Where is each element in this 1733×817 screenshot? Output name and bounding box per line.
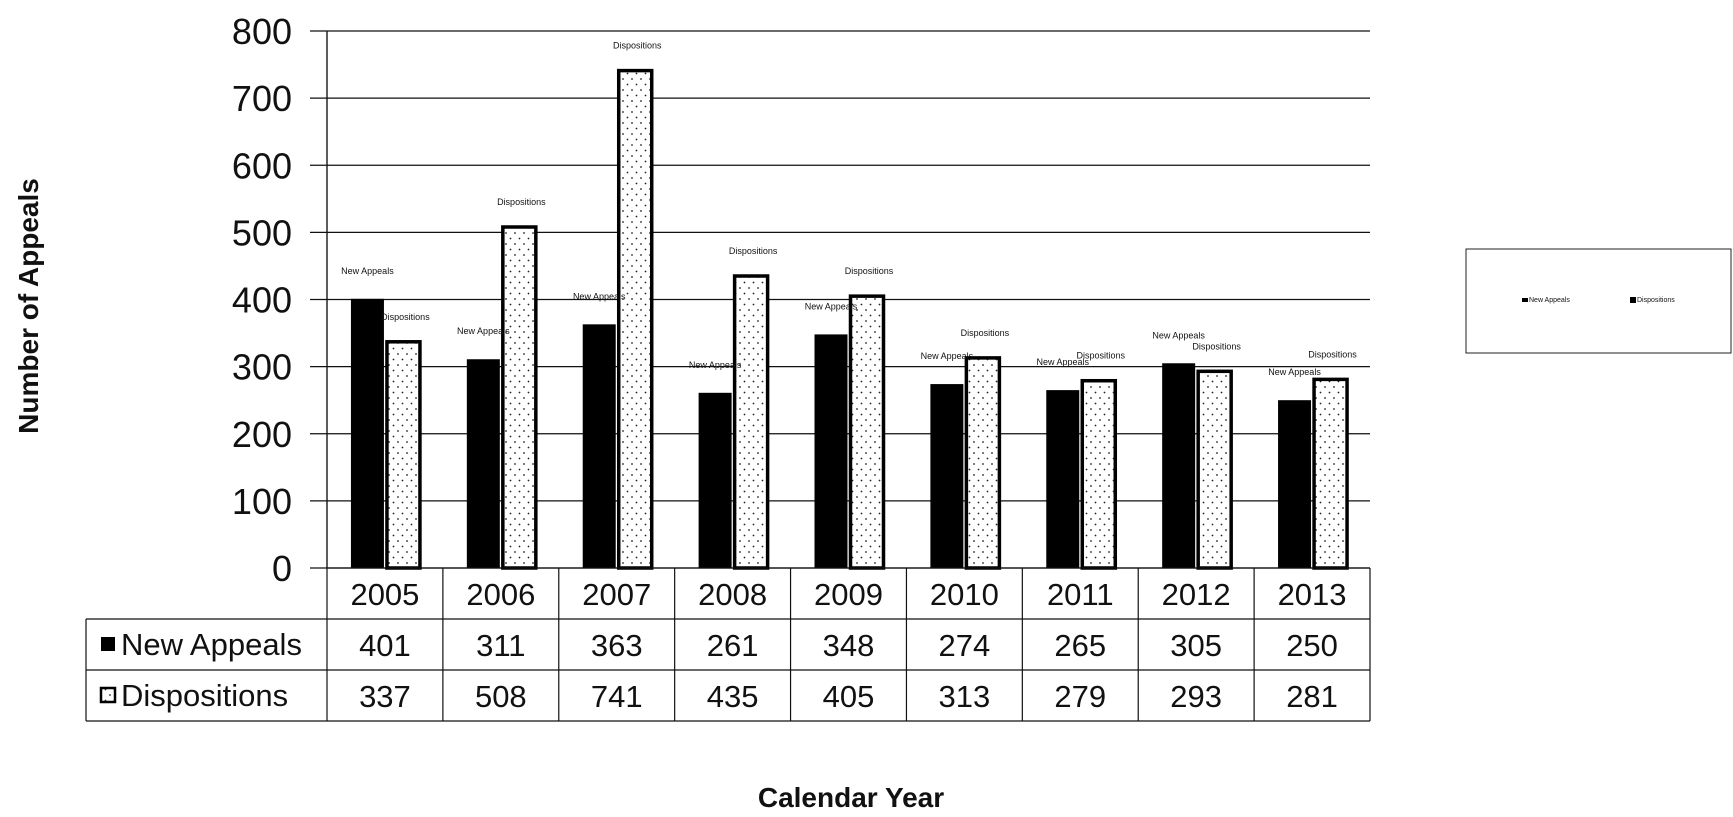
table-row-label: Dispositions	[121, 678, 288, 713]
data-label-new-appeals: New Appeals	[1152, 330, 1205, 340]
data-label-dispositions: Dispositions	[1192, 341, 1241, 351]
x-tick-label: 2005	[350, 577, 419, 612]
table-cell: 279	[1054, 679, 1106, 714]
legend-label-new-appeals: New Appeals	[1529, 297, 1570, 304]
x-tick-label: 2013	[1278, 577, 1347, 612]
data-label-dispositions: Dispositions	[1308, 349, 1357, 359]
y-tick-label: 600	[232, 145, 292, 186]
data-label-dispositions: Dispositions	[961, 328, 1010, 338]
data-label-new-appeals: New Appeals	[457, 326, 510, 336]
bar-dispositions	[1314, 379, 1347, 568]
legend-box	[1466, 249, 1731, 353]
table-cell: 741	[591, 679, 643, 714]
bar-dispositions	[503, 227, 536, 568]
data-label-dispositions: Dispositions	[613, 41, 662, 51]
x-tick-label: 2011	[1047, 577, 1114, 612]
table-cell: 337	[359, 679, 411, 714]
data-label-dispositions: Dispositions	[497, 197, 546, 207]
y-tick-label: 400	[232, 280, 292, 321]
legend-swatch-new-appeals	[1522, 298, 1528, 302]
data-label-new-appeals: New Appeals	[341, 266, 394, 276]
legend-swatch-dispositions	[1630, 297, 1636, 303]
table-cell: 348	[823, 628, 875, 663]
data-label-dispositions: Dispositions	[845, 266, 894, 276]
bar-dispositions	[1082, 381, 1115, 568]
data-label-dispositions: Dispositions	[381, 312, 430, 322]
table-cell: 250	[1286, 628, 1338, 663]
table-cell: 405	[823, 679, 875, 714]
table-cell: 281	[1286, 679, 1338, 714]
table-swatch-new-appeals	[101, 637, 115, 651]
y-axis-ticks: 0 100 200 300 400 500 600 700 800	[232, 11, 292, 589]
x-tick-label: 2010	[930, 577, 999, 612]
table-cell: 313	[939, 679, 991, 714]
table-cell: 401	[359, 628, 411, 663]
table-cell: 265	[1054, 628, 1106, 663]
bar-new-appeals	[583, 324, 616, 568]
x-tick-label: 2008	[698, 577, 767, 612]
y-tick-label: 100	[232, 481, 292, 522]
table-cell: 508	[475, 679, 527, 714]
bar-new-appeals	[699, 393, 732, 568]
bar-new-appeals	[1046, 390, 1079, 568]
table-cell: 293	[1170, 679, 1222, 714]
bar-new-appeals	[1278, 400, 1311, 568]
table-row-label: New Appeals	[121, 627, 302, 662]
data-label-dispositions: Dispositions	[729, 246, 778, 256]
y-tick-label: 300	[232, 347, 292, 388]
x-tick-label: 2012	[1162, 577, 1231, 612]
legend: New Appeals Dispositions	[1466, 249, 1731, 353]
bar-new-appeals	[1162, 363, 1195, 568]
y-tick-label: 800	[232, 11, 292, 52]
table-swatch-dispositions	[101, 688, 115, 702]
data-label-new-appeals: New Appeals	[805, 301, 858, 311]
bar-new-appeals	[815, 334, 848, 568]
bar-new-appeals	[351, 299, 384, 568]
x-tick-label: 2007	[582, 577, 651, 612]
bar-dispositions	[735, 276, 768, 568]
y-tick-label: 700	[232, 78, 292, 119]
bar-dispositions	[966, 358, 999, 568]
x-axis-title: Calendar Year	[758, 782, 944, 813]
bars	[351, 71, 1347, 568]
table-cell: 435	[707, 679, 759, 714]
bar-dispositions	[619, 71, 652, 568]
table-cell: 305	[1170, 628, 1222, 663]
table-cell: 311	[476, 628, 525, 663]
table-cell: 363	[591, 628, 643, 663]
bar-dispositions	[851, 296, 884, 568]
bar-dispositions	[387, 342, 420, 568]
legend-label-dispositions: Dispositions	[1637, 297, 1675, 304]
data-label-new-appeals: New Appeals	[921, 351, 974, 361]
table-cell: 274	[939, 628, 991, 663]
data-label-new-appeals: New Appeals	[689, 360, 742, 370]
x-tick-label: 2009	[814, 577, 883, 612]
y-tick-label: 0	[272, 548, 292, 589]
data-label-dispositions: Dispositions	[1077, 351, 1126, 361]
table-cell: 261	[707, 628, 759, 663]
x-tick-label: 2006	[466, 577, 535, 612]
bar-new-appeals	[467, 359, 500, 568]
bar-dispositions	[1198, 371, 1231, 568]
bar-new-appeals	[930, 384, 963, 568]
data-label-new-appeals: New Appeals	[573, 291, 626, 301]
y-tick-label: 200	[232, 414, 292, 455]
y-tick-label: 500	[232, 212, 292, 253]
data-label-new-appeals: New Appeals	[1268, 367, 1321, 377]
y-axis-title: Number of Appeals	[13, 178, 44, 434]
